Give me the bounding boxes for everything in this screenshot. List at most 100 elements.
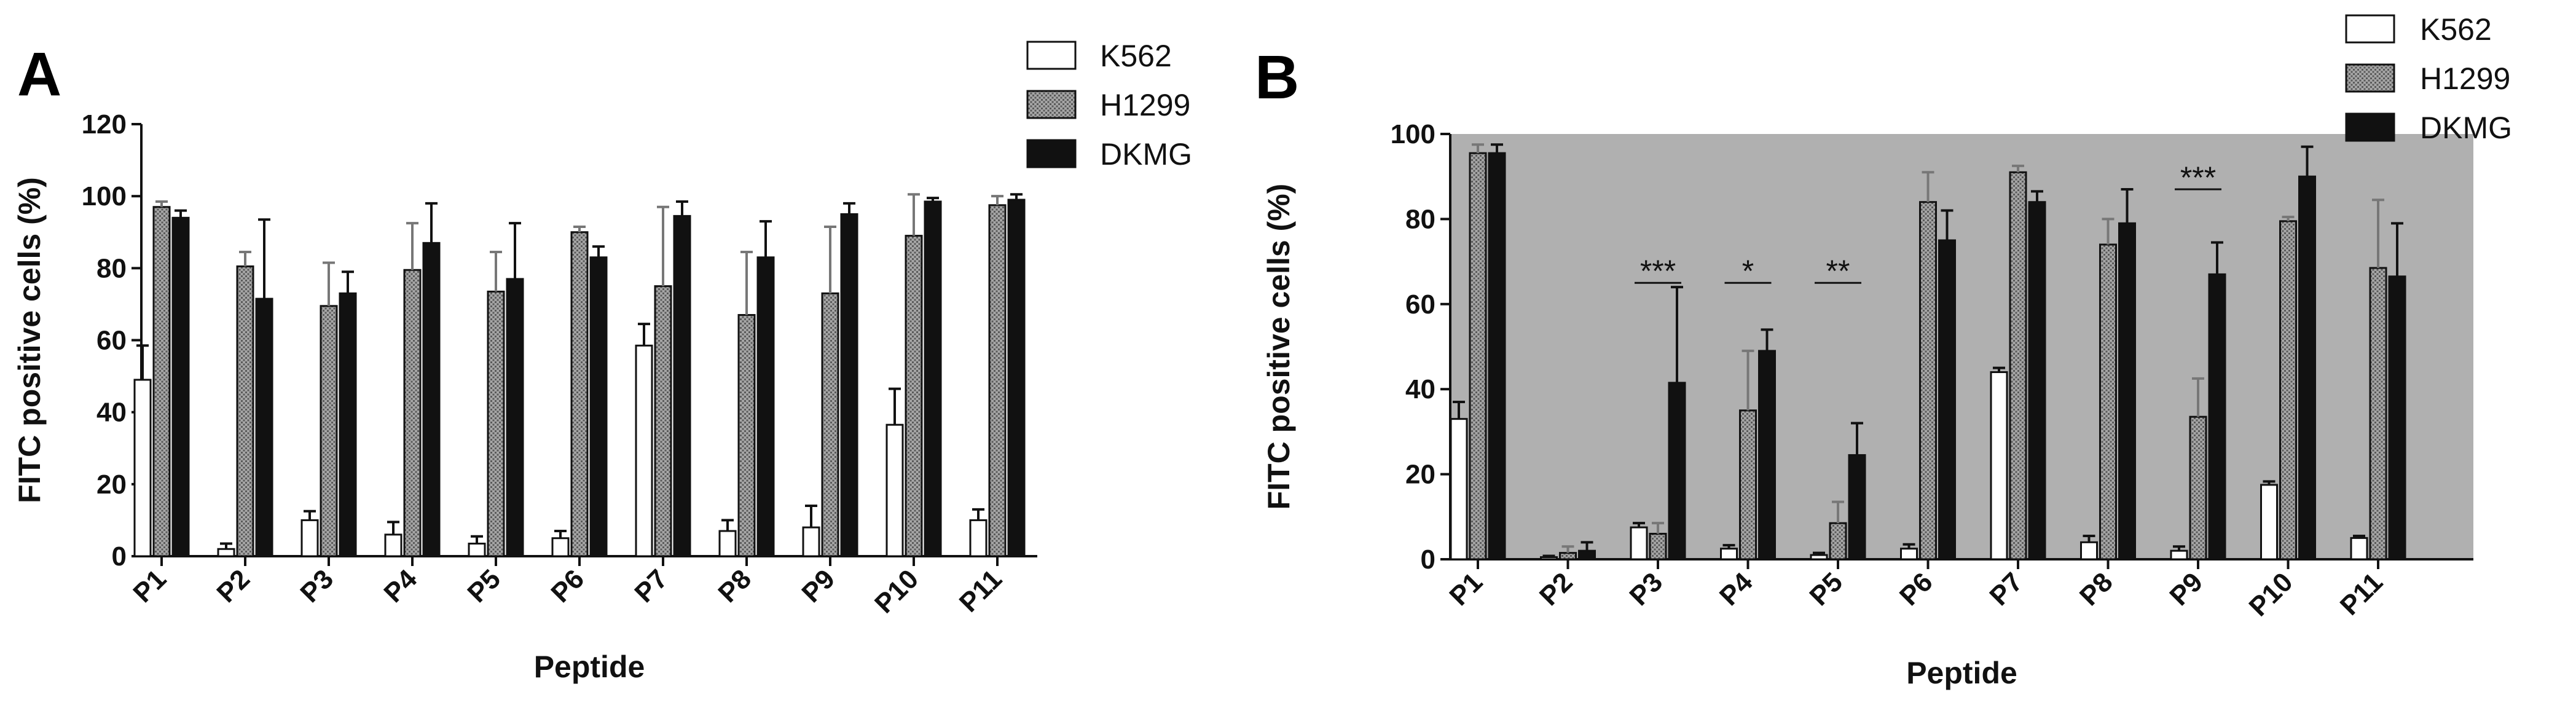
- bar-DKMG-P11: [2388, 275, 2406, 560]
- bar-K562-P1: [133, 379, 152, 557]
- bar-DKMG-P1: [1488, 152, 1506, 560]
- legend-label-K562: K562: [2420, 12, 2492, 47]
- bar-DKMG-P7: [673, 214, 691, 557]
- legend-label-H1299: H1299: [2420, 61, 2510, 96]
- x-tick-label: P3: [1624, 567, 1668, 612]
- bar-H1299-P2: [1559, 552, 1577, 560]
- x-tick-label: P10: [2244, 567, 2299, 622]
- significance-marker: *: [1742, 254, 1754, 288]
- y-axis-title: FITC positive cells (%): [12, 177, 47, 503]
- legend-swatch-DKMG: [2345, 112, 2395, 142]
- plot-background: [1450, 134, 2473, 559]
- x-tick-label: P11: [954, 564, 1008, 618]
- bar-K562-P5: [1810, 554, 1828, 560]
- panel-label: A: [17, 40, 61, 109]
- bar-DKMG-P6: [589, 256, 608, 557]
- x-tick-label: P5: [1804, 567, 1848, 612]
- y-tick-label: 20: [96, 470, 127, 500]
- legend-swatch-K562: [1026, 41, 1077, 70]
- x-tick-label: P1: [1443, 567, 1488, 612]
- bar-K562-P7: [635, 344, 653, 557]
- bar-DKMG-P9: [2208, 273, 2226, 560]
- x-tick-label: P5: [461, 564, 506, 608]
- x-tick-label: P2: [1534, 567, 1579, 612]
- bar-H1299-P3: [1649, 532, 1667, 560]
- x-tick-label: P9: [796, 564, 841, 608]
- y-tick-label: 40: [96, 398, 127, 428]
- legend-swatch-K562: [2345, 14, 2395, 44]
- y-tick-label: 120: [82, 109, 127, 140]
- bar-DKMG-P10: [924, 200, 942, 557]
- legend: K562 H1299 DKMG: [2345, 12, 2512, 145]
- bar-DKMG-P5: [1848, 454, 1866, 560]
- x-tick-label: P8: [712, 564, 757, 608]
- significance-marker: **: [1826, 254, 1850, 288]
- y-tick-label: 60: [1405, 289, 1435, 320]
- bar-H1299-P8: [737, 313, 756, 557]
- bar-DKMG-P6: [1938, 239, 1956, 560]
- significance-marker: ***: [2180, 160, 2216, 195]
- x-tick-label: P4: [378, 564, 423, 608]
- bar-DKMG-P9: [840, 213, 858, 557]
- y-tick-label: 100: [82, 181, 127, 211]
- y-axis-title: FITC positive cells (%): [1262, 184, 1296, 510]
- y-tick-label: 100: [1391, 119, 1435, 149]
- y-tick-label: 0: [1421, 545, 1435, 575]
- y-tick-label: 80: [1405, 204, 1435, 234]
- x-tick-label: P9: [2164, 567, 2209, 612]
- x-tick-label: P6: [1894, 567, 1939, 612]
- x-tick-label: P1: [127, 564, 172, 608]
- bar-DKMG-P8: [2118, 222, 2136, 560]
- bar-DKMG-P4: [422, 242, 441, 557]
- significance-marker: ***: [1640, 254, 1676, 288]
- y-tick-label: 60: [96, 326, 127, 356]
- panel-label: B: [1255, 43, 1299, 112]
- legend-label-K562: K562: [1100, 39, 1172, 73]
- bar-H1299-P3: [320, 305, 338, 557]
- bar-H1299-P7: [2009, 171, 2027, 560]
- bar-H1299-P10: [2279, 220, 2297, 560]
- legend-label-H1299: H1299: [1100, 88, 1190, 122]
- bar-DKMG-P2: [1578, 549, 1596, 560]
- legend-swatch-H1299: [1026, 90, 1077, 119]
- x-axis-title: Peptide: [1906, 656, 2017, 690]
- bar-DKMG-P10: [2298, 175, 2316, 560]
- legend-label-DKMG: DKMG: [1100, 137, 1192, 171]
- bar-H1299-P6: [570, 231, 589, 557]
- bar-K562-P11: [2350, 537, 2368, 560]
- x-tick-label: P3: [294, 564, 339, 608]
- bar-K562-P9: [802, 526, 820, 557]
- bar-K562-P4: [384, 533, 402, 557]
- bar-K562-P2: [1540, 556, 1558, 560]
- bar-DKMG-P1: [171, 216, 190, 557]
- y-tick-label: 20: [1405, 460, 1435, 490]
- x-tick-label: P10: [869, 564, 924, 619]
- bar-H1299-P6: [1919, 201, 1937, 560]
- bar-K562-P2: [217, 548, 235, 557]
- bar-K562-P8: [2080, 541, 2098, 560]
- bar-DKMG-P11: [1007, 199, 1026, 557]
- bar-H1299-P11: [2369, 267, 2387, 560]
- legend: K562 H1299 DKMG: [1026, 39, 1192, 171]
- bar-H1299-P9: [2189, 415, 2207, 560]
- y-tick-label: 80: [96, 253, 127, 283]
- x-tick-label: P7: [1984, 567, 2028, 612]
- bar-K562-P1: [1450, 418, 1468, 560]
- legend-swatch-H1299: [2345, 63, 2395, 93]
- bar-H1299-P4: [403, 269, 422, 557]
- bar-K562-P3: [300, 519, 319, 557]
- bar-DKMG-P4: [1758, 350, 1776, 560]
- bar-DKMG-P5: [506, 278, 524, 557]
- legend-label-DKMG: DKMG: [2420, 111, 2512, 145]
- bar-K562-P8: [718, 530, 737, 557]
- bar-H1299-P7: [654, 285, 672, 557]
- bar-DKMG-P7: [2028, 201, 2046, 560]
- bar-DKMG-P3: [1668, 382, 1686, 560]
- bar-K562-P9: [2170, 549, 2188, 560]
- bar-H1299-P1: [1469, 152, 1487, 560]
- x-tick-label: P4: [1714, 567, 1759, 612]
- bar-K562-P6: [551, 537, 570, 557]
- x-tick-label: P2: [211, 564, 256, 608]
- x-axis-title: Peptide: [534, 650, 645, 684]
